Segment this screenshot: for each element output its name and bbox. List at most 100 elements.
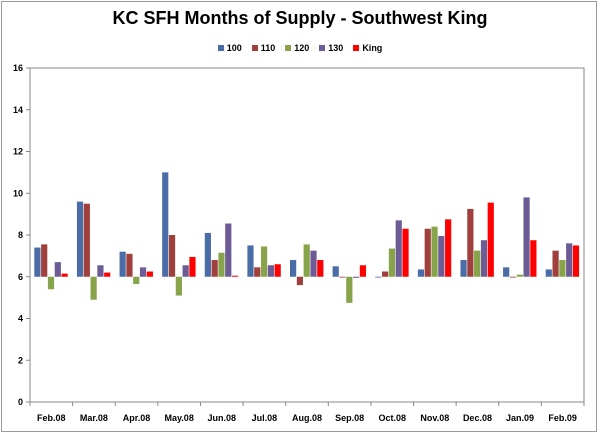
x-tick-label: Sep.08: [335, 413, 364, 423]
bar-120-oct-08: [388, 248, 396, 277]
legend-item-king: King: [353, 43, 382, 53]
bar-110-feb-08: [41, 244, 48, 277]
bar-130-may-08: [182, 265, 189, 277]
legend-swatch: [217, 45, 224, 51]
x-tick-label: Aug.08: [292, 413, 322, 423]
x-tick-label: Feb.08: [37, 413, 66, 423]
y-tick-label: 8: [18, 230, 23, 240]
bar-110-dec-08: [467, 208, 474, 277]
bar-120-mar-08: [90, 276, 97, 300]
legend-label: 110: [260, 43, 276, 53]
x-tick-label: May.08: [164, 413, 193, 423]
bar-100-dec-08: [460, 260, 467, 277]
bar-king-feb-08: [61, 273, 68, 277]
bar-130-apr-08: [139, 267, 147, 277]
bar-110-may-08: [168, 235, 176, 277]
bar-120-may-08: [175, 276, 182, 296]
legend-swatch: [285, 45, 292, 51]
bar-130-jan-09: [523, 197, 530, 277]
bar-110-jun-08: [211, 260, 218, 277]
x-tick-label: Nov.08: [420, 413, 449, 423]
legend-label: 130: [328, 43, 344, 53]
bar-110-sep-08: [339, 276, 346, 278]
plot-area: [29, 67, 585, 403]
legend-item-130: 130: [319, 43, 343, 53]
y-tick-label: 16: [13, 63, 23, 73]
x-tick-label: Oct.08: [378, 413, 406, 423]
bar-130-jun-08: [225, 223, 232, 277]
bar-king-mar-08: [104, 272, 111, 277]
bar-130-dec-08: [480, 240, 488, 277]
legend-label: King: [362, 43, 383, 53]
bar-king-aug-08: [317, 260, 324, 277]
bar-100-nov-08: [417, 269, 425, 277]
bar-king-apr-08: [146, 271, 153, 277]
bar-130-oct-08: [395, 220, 402, 277]
bar-120-dec-08: [474, 250, 481, 277]
legend-label: 120: [294, 43, 310, 53]
bar-120-nov-08: [431, 226, 438, 277]
bar-100-feb-08: [34, 247, 41, 277]
y-tick-label: 2: [18, 355, 23, 365]
legend-item-100: 100: [217, 43, 242, 53]
bar-king-oct-08: [402, 228, 409, 277]
y-tick-label: 12: [13, 147, 23, 157]
bar-130-feb-09: [566, 243, 573, 277]
y-tick-label: 4: [18, 314, 23, 324]
bar-100-jul-08: [247, 245, 254, 277]
x-tick-label: Apr.08: [123, 413, 151, 423]
bar-120-jan-09: [516, 274, 523, 277]
bar-100-may-08: [162, 172, 169, 277]
bar-king-jul-08: [274, 264, 281, 277]
bar-king-sep-08: [359, 265, 367, 277]
bar-110-mar-08: [83, 203, 90, 277]
bar-100-mar-08: [76, 201, 84, 277]
bar-100-aug-08: [290, 260, 297, 277]
x-tick-label: Jul.08: [252, 413, 278, 423]
bar-130-nov-08: [438, 236, 445, 277]
bar-110-nov-08: [424, 228, 431, 277]
bar-100-apr-08: [119, 251, 126, 277]
bar-king-jan-09: [530, 240, 537, 277]
bar-130-sep-08: [353, 276, 360, 278]
y-tick-label: 10: [13, 188, 23, 198]
bar-120-sep-08: [346, 276, 353, 303]
bar-120-feb-08: [47, 276, 55, 290]
bar-110-feb-09: [552, 250, 559, 277]
bar-110-aug-08: [296, 276, 303, 286]
bar-120-apr-08: [133, 276, 140, 285]
legend-item-110: 110: [251, 43, 276, 53]
y-tick-label: 14: [13, 105, 23, 115]
chart-title: KC SFH Months of Supply - Southwest King: [112, 8, 488, 28]
bar-100-sep-08: [332, 266, 339, 277]
x-tick-label: Dec.08: [463, 413, 492, 423]
bar-100-feb-09: [545, 269, 552, 277]
bar-king-nov-08: [445, 219, 452, 277]
bar-130-jul-08: [267, 265, 274, 277]
x-tick-label: Jan.09: [506, 413, 534, 423]
legend-item-120: 120: [285, 43, 309, 53]
bar-king-feb-09: [572, 245, 580, 277]
bar-110-jan-09: [509, 276, 517, 278]
bar-100-oct-08: [375, 276, 382, 278]
bar-120-jul-08: [260, 246, 268, 277]
x-tick-label: Feb.09: [548, 413, 577, 423]
bar-120-aug-08: [303, 244, 310, 277]
chart-legend: 100 110 120 130 King: [0, 41, 600, 55]
bar-110-apr-08: [126, 253, 133, 277]
bar-110-oct-08: [382, 271, 389, 277]
bar-130-feb-08: [54, 262, 61, 277]
bar-king-may-08: [189, 256, 196, 277]
bar-king-jun-08: [231, 275, 239, 277]
bar-100-jun-08: [204, 232, 211, 277]
legend-swatch: [353, 45, 360, 51]
x-tick-label: Mar.08: [80, 413, 108, 423]
bar-king-dec-08: [487, 202, 494, 277]
bar-120-feb-09: [559, 260, 566, 277]
legend-swatch: [319, 45, 326, 51]
x-tick-label: Jun.08: [208, 413, 237, 423]
bar-100-jan-09: [503, 267, 510, 277]
bar-130-aug-08: [310, 250, 317, 277]
